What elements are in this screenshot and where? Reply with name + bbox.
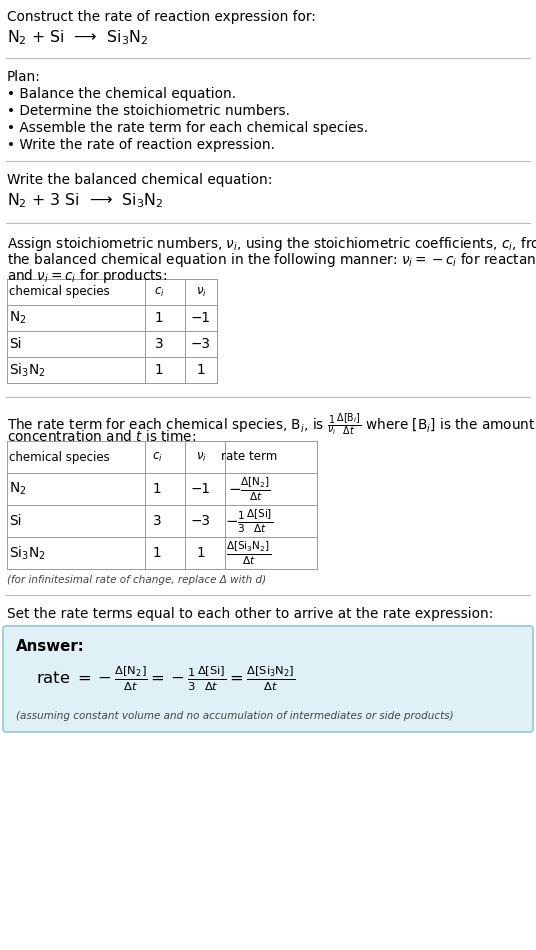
Text: • Balance the chemical equation.: • Balance the chemical equation. [7, 87, 236, 101]
Text: concentration and $t$ is time:: concentration and $t$ is time: [7, 429, 196, 444]
Text: (for infinitesimal rate of change, replace Δ with d): (for infinitesimal rate of change, repla… [7, 575, 266, 585]
Text: 1: 1 [197, 546, 205, 560]
Text: The rate term for each chemical species, B$_i$, is $\frac{1}{\nu_i}\frac{\Delta[: The rate term for each chemical species,… [7, 411, 535, 437]
Text: Si: Si [9, 514, 21, 528]
Text: 1: 1 [155, 363, 163, 377]
Text: $c_i$: $c_i$ [154, 285, 165, 298]
Text: Construct the rate of reaction expression for:: Construct the rate of reaction expressio… [7, 10, 316, 24]
Text: Si$_3$N$_2$: Si$_3$N$_2$ [9, 361, 46, 379]
Text: • Determine the stoichiometric numbers.: • Determine the stoichiometric numbers. [7, 104, 290, 118]
Text: Set the rate terms equal to each other to arrive at the rate expression:: Set the rate terms equal to each other t… [7, 607, 493, 621]
FancyBboxPatch shape [3, 626, 533, 732]
Text: 1: 1 [153, 546, 161, 560]
Text: $-\frac{\Delta[\mathrm{N_2}]}{\Delta t}$: $-\frac{\Delta[\mathrm{N_2}]}{\Delta t}$ [228, 475, 271, 503]
Text: −1: −1 [191, 311, 211, 325]
Text: $-\frac{1}{3}\frac{\Delta[\mathrm{Si}]}{\Delta t}$: $-\frac{1}{3}\frac{\Delta[\mathrm{Si}]}{… [225, 507, 273, 535]
Text: Si$_3$N$_2$: Si$_3$N$_2$ [9, 544, 46, 561]
Text: chemical species: chemical species [9, 450, 110, 464]
Text: 1: 1 [197, 363, 205, 377]
Text: Answer:: Answer: [16, 639, 85, 654]
Text: rate $= -\frac{\Delta[\mathrm{N_2}]}{\Delta t} = -\frac{1}{3}\frac{\Delta[\mathr: rate $= -\frac{\Delta[\mathrm{N_2}]}{\De… [36, 665, 295, 693]
Text: Si: Si [9, 337, 21, 351]
Text: N$_2$: N$_2$ [9, 481, 26, 497]
Text: Assign stoichiometric numbers, $\nu_i$, using the stoichiometric coefficients, $: Assign stoichiometric numbers, $\nu_i$, … [7, 235, 536, 253]
Text: • Assemble the rate term for each chemical species.: • Assemble the rate term for each chemic… [7, 121, 368, 135]
Text: N$_2$: N$_2$ [9, 310, 26, 326]
Text: • Write the rate of reaction expression.: • Write the rate of reaction expression. [7, 138, 275, 152]
Text: and $\nu_i = c_i$ for products:: and $\nu_i = c_i$ for products: [7, 267, 167, 285]
Text: N$_2$ + 3 Si  ⟶  Si$_3$N$_2$: N$_2$ + 3 Si ⟶ Si$_3$N$_2$ [7, 191, 163, 210]
Text: 3: 3 [155, 337, 163, 351]
Text: −3: −3 [191, 337, 211, 351]
Text: N$_2$ + Si  ⟶  Si$_3$N$_2$: N$_2$ + Si ⟶ Si$_3$N$_2$ [7, 28, 148, 47]
Text: 3: 3 [153, 514, 161, 528]
Text: Plan:: Plan: [7, 70, 41, 84]
Text: $\frac{\Delta[\mathrm{Si_3N_2}]}{\Delta t}$: $\frac{\Delta[\mathrm{Si_3N_2}]}{\Delta … [227, 540, 272, 567]
Text: (assuming constant volume and no accumulation of intermediates or side products): (assuming constant volume and no accumul… [16, 711, 453, 721]
Text: $c_i$: $c_i$ [152, 450, 162, 464]
Text: rate term: rate term [221, 450, 277, 464]
Text: chemical species: chemical species [9, 286, 110, 298]
Text: 1: 1 [155, 311, 163, 325]
Text: the balanced chemical equation in the following manner: $\nu_i = -c_i$ for react: the balanced chemical equation in the fo… [7, 251, 536, 269]
Text: $\nu_i$: $\nu_i$ [196, 285, 206, 298]
Text: 1: 1 [153, 482, 161, 496]
Text: −1: −1 [191, 482, 211, 496]
Text: Write the balanced chemical equation:: Write the balanced chemical equation: [7, 173, 272, 187]
Text: −3: −3 [191, 514, 211, 528]
Text: $\nu_i$: $\nu_i$ [196, 450, 206, 464]
